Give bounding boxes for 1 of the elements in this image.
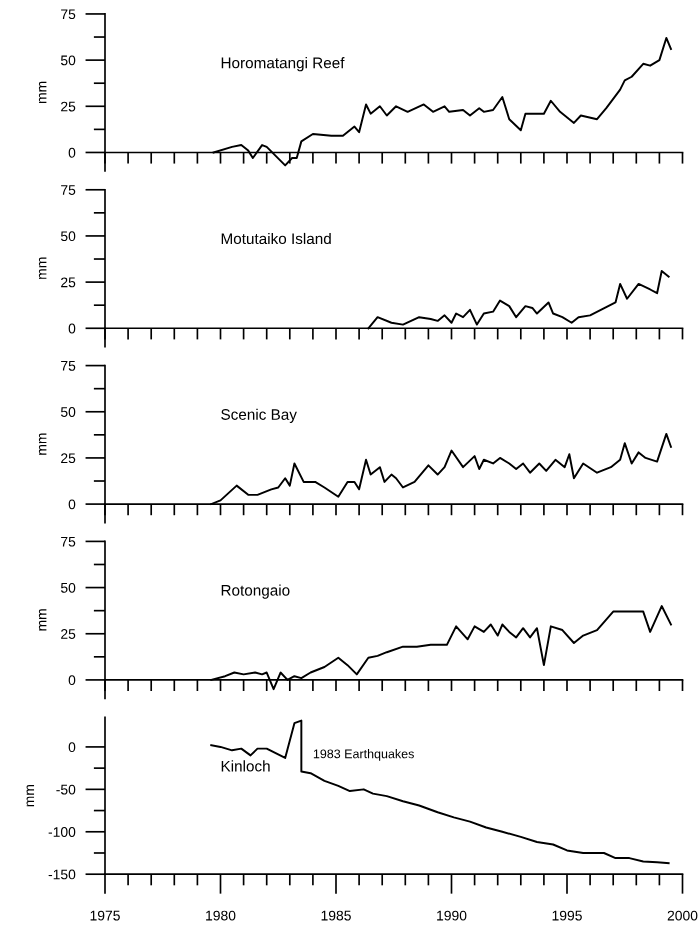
line-series	[210, 719, 670, 865]
